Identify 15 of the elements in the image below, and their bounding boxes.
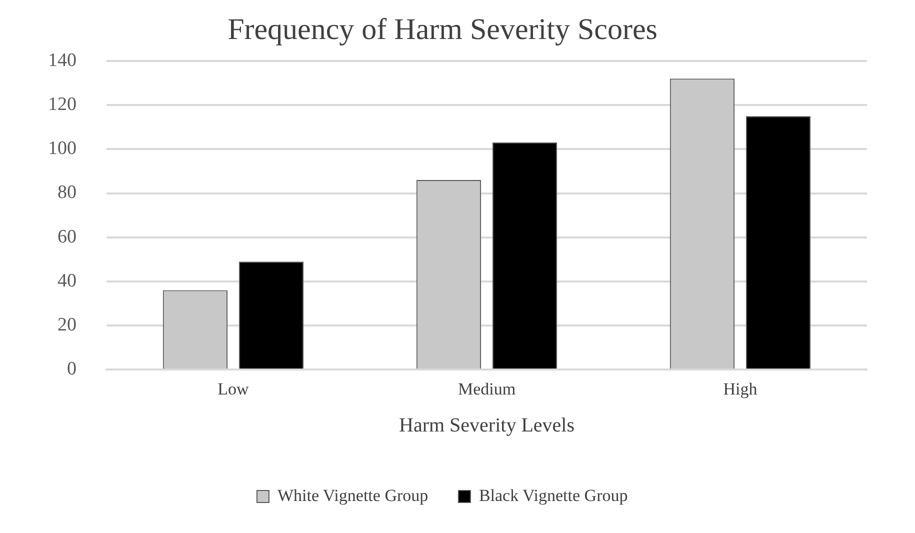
y-tick-label: 40 bbox=[58, 270, 76, 292]
y-tick-label: 100 bbox=[48, 138, 76, 160]
x-tick-label: High bbox=[723, 379, 758, 398]
y-tick-label: 140 bbox=[48, 50, 76, 71]
y-tick-label: 0 bbox=[67, 358, 76, 380]
x-tick-label: Low bbox=[218, 379, 250, 398]
legend-label: White Vignette Group bbox=[277, 486, 428, 505]
y-tick-label: 20 bbox=[58, 314, 76, 336]
y-tick-label: 80 bbox=[58, 182, 76, 204]
chart-title: Frequency of Harm Severity Scores bbox=[228, 12, 658, 46]
y-tick-label: 120 bbox=[48, 94, 76, 116]
y-tick-label: 60 bbox=[58, 226, 76, 248]
x-axis-title: Harm Severity Levels bbox=[399, 414, 575, 436]
x-tick-label: Medium bbox=[458, 379, 516, 398]
legend-label: Black Vignette Group bbox=[478, 486, 628, 505]
